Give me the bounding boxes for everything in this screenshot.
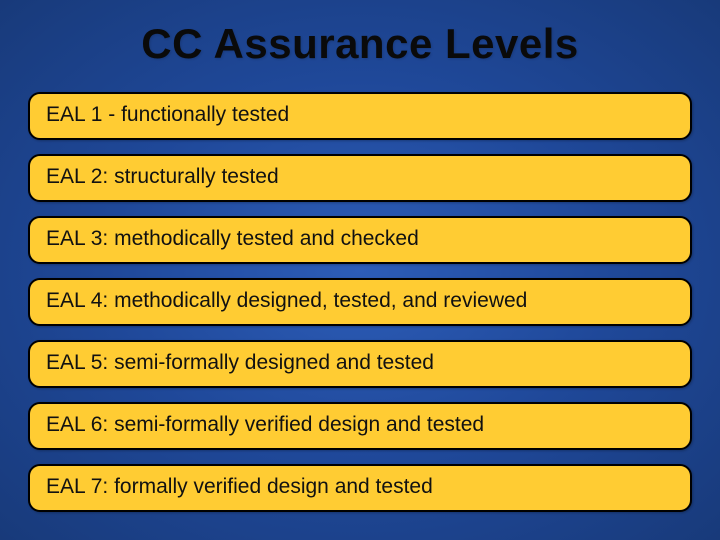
slide: CC Assurance Levels EAL 1 - functionally… bbox=[0, 0, 720, 540]
list-item: EAL 6: semi-formally verified design and… bbox=[28, 402, 692, 450]
list-item: EAL 2: structurally tested bbox=[28, 154, 692, 202]
slide-title: CC Assurance Levels bbox=[0, 0, 720, 92]
list-item: EAL 1 - functionally tested bbox=[28, 92, 692, 140]
list-item: EAL 3: methodically tested and checked bbox=[28, 216, 692, 264]
list-item: EAL 7: formally verified design and test… bbox=[28, 464, 692, 512]
list-item: EAL 5: semi-formally designed and tested bbox=[28, 340, 692, 388]
list-item: EAL 4: methodically designed, tested, an… bbox=[28, 278, 692, 326]
item-list: EAL 1 - functionally tested EAL 2: struc… bbox=[0, 92, 720, 512]
